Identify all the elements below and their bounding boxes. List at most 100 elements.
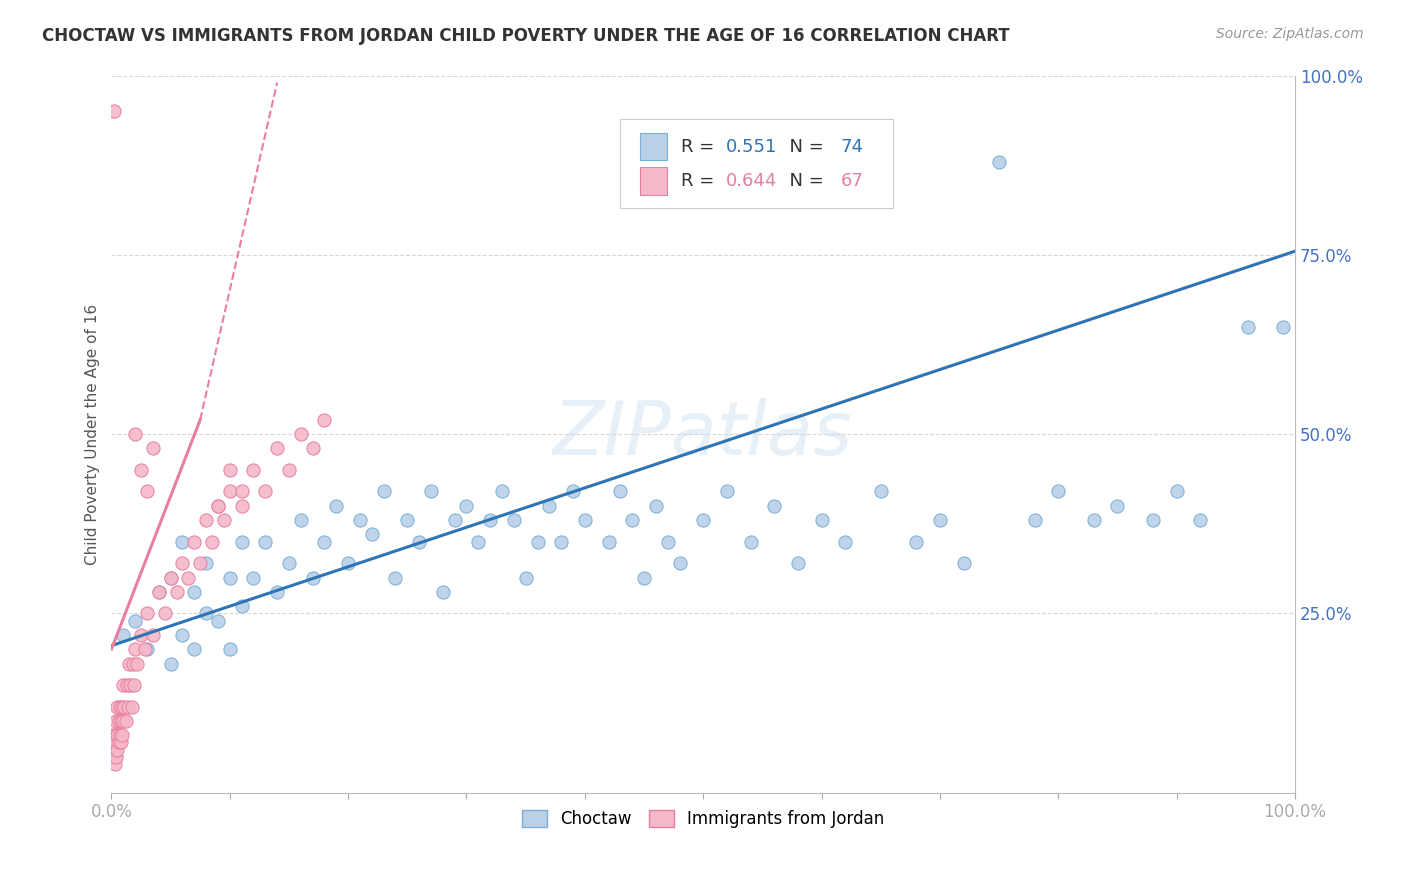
Point bbox=[396, 513, 419, 527]
Point bbox=[349, 513, 371, 527]
Point bbox=[172, 556, 194, 570]
Point bbox=[644, 499, 666, 513]
Point bbox=[420, 484, 443, 499]
Point bbox=[266, 585, 288, 599]
Point bbox=[1166, 484, 1188, 499]
Point bbox=[195, 513, 218, 527]
Point bbox=[121, 699, 143, 714]
Point bbox=[360, 527, 382, 541]
Point bbox=[127, 657, 149, 671]
Point bbox=[314, 534, 336, 549]
Point bbox=[988, 154, 1011, 169]
Point bbox=[159, 570, 181, 584]
Point bbox=[786, 556, 808, 570]
Point bbox=[177, 570, 200, 584]
Point bbox=[207, 499, 229, 513]
Point bbox=[763, 499, 786, 513]
Text: CHOCTAW VS IMMIGRANTS FROM JORDAN CHILD POVERTY UNDER THE AGE OF 16 CORRELATION : CHOCTAW VS IMMIGRANTS FROM JORDAN CHILD … bbox=[42, 27, 1010, 45]
Point bbox=[112, 628, 135, 642]
Point bbox=[408, 534, 430, 549]
Text: Source: ZipAtlas.com: Source: ZipAtlas.com bbox=[1216, 27, 1364, 41]
Point bbox=[290, 513, 312, 527]
Point bbox=[810, 513, 832, 527]
Point bbox=[479, 513, 502, 527]
Point bbox=[834, 534, 856, 549]
Point bbox=[135, 642, 157, 657]
Point bbox=[105, 714, 128, 728]
Point bbox=[107, 735, 129, 749]
Point bbox=[101, 728, 124, 742]
FancyBboxPatch shape bbox=[620, 119, 893, 208]
Point bbox=[1189, 513, 1212, 527]
Point bbox=[869, 484, 891, 499]
Point bbox=[105, 699, 128, 714]
Point bbox=[301, 570, 323, 584]
Point bbox=[122, 678, 145, 692]
Point bbox=[148, 585, 170, 599]
Point bbox=[112, 678, 135, 692]
Point bbox=[195, 556, 218, 570]
Point bbox=[668, 556, 690, 570]
Point bbox=[105, 742, 128, 756]
Point bbox=[129, 628, 152, 642]
Point bbox=[526, 534, 548, 549]
Point bbox=[124, 614, 146, 628]
Point bbox=[207, 614, 229, 628]
Point bbox=[212, 513, 235, 527]
Point bbox=[183, 642, 205, 657]
Text: N =: N = bbox=[778, 137, 830, 155]
Point bbox=[112, 699, 135, 714]
Point bbox=[111, 728, 134, 742]
Point bbox=[172, 628, 194, 642]
Point bbox=[515, 570, 537, 584]
Point bbox=[1236, 319, 1258, 334]
Point bbox=[188, 556, 211, 570]
Point bbox=[278, 463, 301, 477]
Point bbox=[278, 556, 301, 570]
Point bbox=[242, 463, 264, 477]
Point bbox=[266, 442, 288, 456]
Point bbox=[242, 570, 264, 584]
Point bbox=[172, 534, 194, 549]
Point bbox=[166, 585, 188, 599]
Point bbox=[373, 484, 395, 499]
Point bbox=[114, 714, 136, 728]
Point bbox=[105, 735, 128, 749]
Point bbox=[118, 657, 141, 671]
Point bbox=[443, 513, 465, 527]
Text: 0.551: 0.551 bbox=[725, 137, 778, 155]
Point bbox=[108, 728, 131, 742]
Point bbox=[218, 484, 240, 499]
Point bbox=[107, 714, 129, 728]
Point bbox=[905, 534, 928, 549]
Point bbox=[692, 513, 714, 527]
Point bbox=[101, 749, 124, 764]
Point bbox=[716, 484, 738, 499]
Point bbox=[121, 657, 143, 671]
Point bbox=[1272, 319, 1295, 334]
Point bbox=[148, 585, 170, 599]
Point bbox=[142, 442, 165, 456]
Point bbox=[609, 484, 631, 499]
Point bbox=[562, 484, 585, 499]
Point bbox=[129, 463, 152, 477]
Point bbox=[231, 499, 253, 513]
Text: 0.644: 0.644 bbox=[725, 172, 778, 190]
Point bbox=[314, 413, 336, 427]
Point bbox=[301, 442, 323, 456]
FancyBboxPatch shape bbox=[641, 133, 666, 161]
Point bbox=[325, 499, 347, 513]
Point bbox=[112, 714, 135, 728]
Text: 67: 67 bbox=[841, 172, 863, 190]
Point bbox=[108, 699, 131, 714]
Point bbox=[103, 735, 125, 749]
Text: R =: R = bbox=[681, 137, 720, 155]
Point bbox=[195, 607, 218, 621]
Point bbox=[111, 699, 134, 714]
Point bbox=[142, 628, 165, 642]
Point bbox=[135, 607, 157, 621]
Point bbox=[104, 742, 127, 756]
Point bbox=[104, 756, 127, 771]
Point bbox=[124, 642, 146, 657]
Text: ZIPatlas: ZIPatlas bbox=[553, 398, 853, 470]
